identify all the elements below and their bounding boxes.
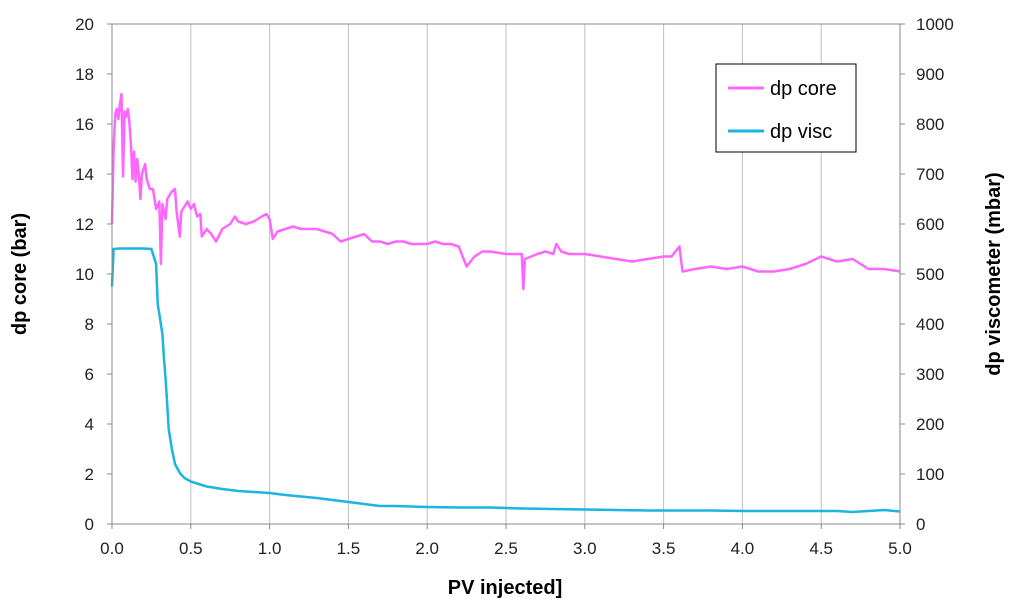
- right-y-tick-label: 900: [916, 65, 944, 84]
- left-y-tick-label: 2: [85, 465, 94, 484]
- x-tick-label: 2.5: [494, 539, 518, 558]
- right-y-tick-label: 100: [916, 465, 944, 484]
- left-y-tick-label: 18: [75, 65, 94, 84]
- left-y-tick-label: 20: [75, 15, 94, 34]
- left-y-tick-label: 8: [85, 315, 94, 334]
- right-y-axis-title: dp viscometer (mbar): [983, 172, 1005, 375]
- vertical-gridlines: [190, 24, 822, 524]
- right-y-tick-label: 600: [916, 215, 944, 234]
- x-tick-label: 4.5: [809, 539, 833, 558]
- x-tick-label: 1.5: [337, 539, 361, 558]
- x-tick-label: 5.0: [888, 539, 912, 558]
- legend-label-dp-visc: dp visc: [770, 121, 832, 143]
- legend-box: [715, 63, 857, 153]
- left-y-tick-label: 16: [75, 115, 94, 134]
- left-y-tick-label: 10: [75, 265, 94, 284]
- x-tick-label: 3.0: [573, 539, 597, 558]
- right-y-tick-label: 500: [916, 265, 944, 284]
- x-tick-label: 0.5: [179, 539, 203, 558]
- left-y-tick-label: 12: [75, 215, 94, 234]
- x-tick-label: 1.0: [258, 539, 282, 558]
- left-y-tick-label: 0: [85, 515, 94, 534]
- series-line-dp-visc: [110, 247, 901, 514]
- right-y-tick-label: 400: [916, 315, 944, 334]
- x-tick-label: 2.0: [415, 539, 439, 558]
- x-tick-label: 0.0: [100, 539, 124, 558]
- left-y-tick-label: 6: [85, 365, 94, 384]
- right-y-tick-label: 0: [916, 515, 925, 534]
- x-tick-label: 4.0: [731, 539, 755, 558]
- left-y-tick-label: 4: [85, 415, 94, 434]
- right-y-tick-label: 700: [916, 165, 944, 184]
- left-y-axis-title: dp core (bar): [9, 213, 31, 335]
- series-line-dp-core: [110, 92, 901, 291]
- legend: dp core dp visc: [715, 63, 857, 153]
- x-tick-label: 3.5: [652, 539, 676, 558]
- right-y-tick-label: 300: [916, 365, 944, 384]
- x-axis-title: PV injected]: [448, 577, 562, 599]
- left-y-axis-ticks: 0 2 4 6 8 10 12 14 16 18 20: [75, 15, 112, 534]
- legend-label-dp-core: dp core: [770, 78, 837, 100]
- right-y-tick-label: 800: [916, 115, 944, 134]
- x-axis-ticks: 0.0 0.5 1.0 1.5 2.0 2.5 3.0 3.5 4.0 4.5 5.0: [100, 524, 912, 558]
- series-layer: [110, 92, 901, 514]
- right-y-tick-label: 1000: [916, 15, 954, 34]
- right-y-tick-label: 200: [916, 415, 944, 434]
- right-y-axis-ticks: 0 100 200 300 400 500 600 700 800 900 1000: [900, 15, 954, 534]
- left-y-tick-label: 14: [75, 165, 94, 184]
